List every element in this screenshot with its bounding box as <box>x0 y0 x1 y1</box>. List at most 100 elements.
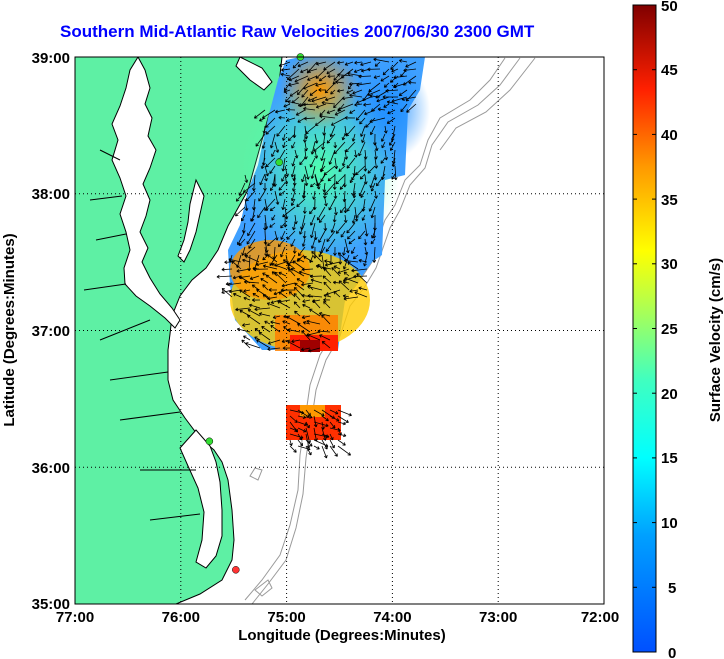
velocity-vector <box>310 278 323 284</box>
velocity-vector <box>341 96 354 101</box>
velocity-vector <box>263 183 267 192</box>
velocity-vector <box>358 230 366 240</box>
velocity-vector <box>305 427 312 444</box>
velocity-vector <box>269 165 276 174</box>
velocity-vector <box>332 214 337 223</box>
velocity-vector <box>328 198 336 211</box>
velocity-vector <box>325 238 336 252</box>
velocity-vector <box>307 68 318 73</box>
velocity-vector <box>216 274 233 279</box>
velocity-vector <box>321 421 325 430</box>
velocity-vector <box>296 198 306 208</box>
velocity-vector <box>295 109 306 116</box>
velocity-vector <box>355 165 366 176</box>
velocity-vector <box>398 89 408 96</box>
velocity-vector <box>321 427 327 441</box>
velocity-vector <box>290 198 296 206</box>
velocity-vector <box>329 415 340 422</box>
velocity-vector <box>221 288 233 298</box>
velocity-vector <box>337 415 349 423</box>
velocity-vector <box>300 347 311 352</box>
velocity-vector <box>289 427 298 432</box>
velocity-vector <box>401 96 417 101</box>
velocity-vector <box>351 214 356 224</box>
velocity-vector <box>227 282 242 287</box>
velocity-vector <box>293 301 301 309</box>
velocity-vector <box>292 61 300 69</box>
velocity-vector <box>303 149 308 160</box>
velocity-vector <box>318 88 327 92</box>
velocity-vector <box>337 433 347 438</box>
velocity-vector <box>244 174 249 183</box>
velocity-vector <box>393 75 408 80</box>
velocity-vector <box>317 174 326 187</box>
velocity-vector <box>254 109 266 119</box>
velocity-vector <box>284 165 289 177</box>
velocity-vector <box>290 238 296 247</box>
velocity-vector <box>333 141 338 149</box>
velocity-vector <box>330 89 336 95</box>
velocity-vector <box>327 174 336 182</box>
velocity-vector <box>343 271 350 277</box>
velocity-vector <box>257 206 266 219</box>
velocity-vector <box>318 246 326 258</box>
velocity-vector <box>287 133 296 141</box>
velocity-vector <box>258 312 271 317</box>
velocity-vector <box>361 133 366 144</box>
velocity-vector <box>386 117 396 124</box>
velocity-vector <box>310 238 316 249</box>
velocity-vector <box>309 157 316 168</box>
velocity-vector <box>374 141 379 152</box>
velocity-vector <box>303 255 314 263</box>
velocity-vector <box>386 100 399 105</box>
cbar-tick-35: 35 <box>661 192 678 209</box>
velocity-vector <box>356 96 372 104</box>
velocity-vector <box>349 289 359 293</box>
velocity-vector <box>337 60 345 65</box>
velocity-vector <box>380 157 386 164</box>
velocity-vector <box>261 326 271 333</box>
velocity-vector <box>282 141 286 149</box>
velocity-vectors <box>216 57 417 459</box>
velocity-vector <box>305 125 316 135</box>
velocity-vector <box>264 198 276 211</box>
velocity-vector <box>281 339 291 344</box>
velocity-vector <box>241 246 246 256</box>
velocity-vector <box>301 315 311 320</box>
x-axis-ticks: 77:00 76:00 75:00 74:00 73:00 72:00 <box>56 609 619 626</box>
velocity-vector <box>361 214 366 221</box>
velocity-vector <box>252 293 260 298</box>
velocity-vector <box>337 409 352 417</box>
velocity-vector <box>263 222 267 231</box>
velocity-vector <box>289 439 293 447</box>
y-tick-4: 36:00 <box>32 460 70 477</box>
velocity-vector <box>323 281 332 291</box>
velocity-vector <box>310 165 316 179</box>
velocity-vector <box>383 125 388 134</box>
velocity-vector <box>338 165 346 172</box>
velocity-vector <box>238 238 246 246</box>
velocity-vector <box>342 280 350 285</box>
velocity-vector <box>324 198 328 207</box>
velocity-vector <box>267 347 281 352</box>
river-inlets <box>83 149 201 521</box>
velocity-vector <box>365 117 376 128</box>
velocity-vector <box>326 230 336 242</box>
velocity-vector <box>355 206 366 219</box>
velocity-vector <box>280 230 286 240</box>
velocity-vector <box>363 238 368 246</box>
cbar-tick-30: 30 <box>661 256 678 273</box>
velocity-vector <box>271 149 276 158</box>
velocity-vector <box>333 206 338 216</box>
velocity-vector <box>327 74 336 79</box>
velocity-vector <box>281 198 286 211</box>
cbar-tick-25: 25 <box>661 321 678 338</box>
velocity-vector <box>270 325 281 333</box>
velocity-vector <box>253 267 269 272</box>
velocity-vector <box>322 275 332 284</box>
velocity-vector <box>393 82 408 89</box>
velocity-vector <box>296 278 305 284</box>
velocity-vector <box>293 214 298 225</box>
velocity-vector <box>343 214 348 223</box>
